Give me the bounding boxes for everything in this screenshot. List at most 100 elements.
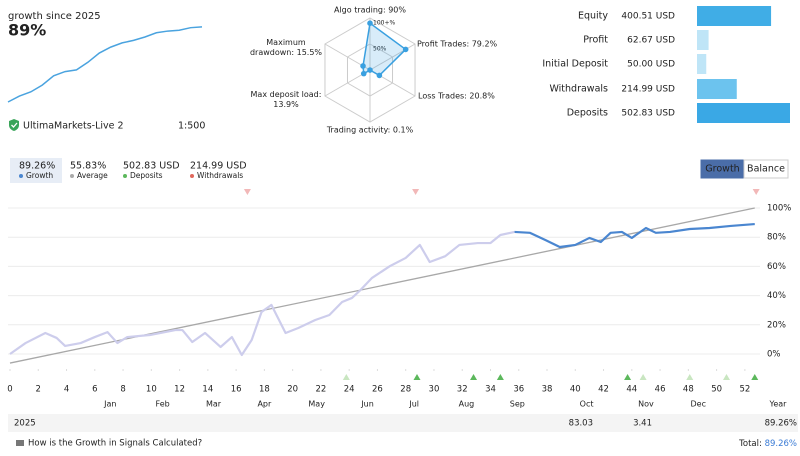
bar — [697, 103, 790, 123]
x-tick-label: 2 — [36, 385, 41, 395]
x-tick-label: 30 — [429, 385, 440, 395]
month-label: Feb — [156, 400, 170, 409]
help-link[interactable]: How is the Growth in Signals Calculated? — [28, 439, 202, 449]
x-tick-label: 42 — [598, 385, 609, 395]
month-label: May — [308, 400, 325, 409]
y-tick-label: 0% — [767, 350, 781, 360]
radar-label: Profit Trades: 79.2% — [417, 40, 498, 49]
bar-value: 502.83 USD — [621, 109, 675, 119]
stat-value: 89.26% — [19, 161, 55, 172]
deposit-marker — [342, 374, 350, 380]
x-tick-label: 34 — [485, 385, 496, 395]
stat-dot — [70, 174, 74, 178]
x-tick-label: 26 — [372, 385, 383, 395]
stat-label: Deposits — [130, 171, 163, 180]
x-tick-label: 48 — [683, 385, 694, 395]
stat-dot — [190, 174, 194, 178]
bar-label: Equity — [578, 11, 608, 22]
table-cell: 2025 — [14, 419, 36, 429]
stat-label: Withdrawals — [197, 171, 243, 180]
x-tick-label: 44 — [626, 385, 637, 395]
bar — [697, 54, 707, 74]
x-tick-label: 28 — [400, 385, 411, 395]
leverage: 1:500 — [178, 121, 205, 132]
y-tick-label: 40% — [767, 291, 786, 301]
x-tick-label: 18 — [259, 385, 270, 395]
info-icon — [16, 440, 24, 446]
y-tick-label: 60% — [767, 262, 786, 272]
total: Total: 89.26% — [738, 439, 797, 449]
tab-label[interactable]: Growth — [705, 164, 739, 175]
withdrawal-marker — [412, 189, 420, 195]
month-label: Jun — [360, 400, 374, 409]
bar-label: Withdrawals — [549, 84, 608, 95]
withdrawal-marker — [752, 189, 760, 195]
tab-label[interactable]: Balance — [747, 164, 785, 175]
bar — [697, 6, 772, 26]
verified-check — [11, 122, 18, 128]
radar-label: Trading activity: 0.1% — [326, 126, 414, 135]
month-label: Dec — [690, 400, 705, 409]
deposit-marker — [751, 374, 759, 380]
x-tick-label: 0 — [7, 385, 12, 395]
x-tick-label: 32 — [457, 385, 468, 395]
growth-line — [514, 222, 755, 249]
x-tick-label: 46 — [655, 385, 666, 395]
stat-value: 214.99 USD — [190, 161, 247, 172]
x-tick-label: 6 — [92, 385, 97, 395]
x-tick-label: 14 — [202, 385, 213, 395]
withdrawal-marker — [243, 189, 251, 195]
table-cell: 89.26% — [765, 419, 797, 429]
bar-value: 62.67 USD — [627, 36, 675, 46]
x-tick-label: 12 — [174, 385, 185, 395]
radar-label: Loss Trades: 20.8% — [418, 92, 495, 101]
month-label: Apr — [257, 400, 272, 409]
stat-value: 55.83% — [70, 161, 106, 172]
y-tick-label: 20% — [767, 320, 786, 330]
bar-label: Deposits — [567, 108, 608, 119]
month-label: Jan — [103, 400, 116, 409]
stat-selected-bg — [10, 158, 62, 183]
stat-value: 502.83 USD — [123, 161, 180, 172]
x-tick-label: 36 — [513, 385, 524, 395]
x-axis-label: Year — [769, 400, 788, 409]
month-label: Sep — [510, 400, 525, 409]
x-tick-label: 4 — [64, 385, 69, 395]
radar-point — [367, 67, 373, 73]
table-cell: 83.03 — [569, 419, 593, 429]
growth-value: 89% — [8, 21, 46, 40]
radar-point — [360, 63, 366, 69]
x-tick-label: 22 — [315, 385, 326, 395]
radar-tick-label: 50% — [373, 46, 387, 53]
radar-label: Algo trading: 90% — [334, 6, 406, 15]
x-tick-label: 38 — [542, 385, 553, 395]
tab-button[interactable] — [743, 159, 789, 179]
deposit-marker — [496, 374, 504, 380]
radar-label: Max deposit load: 13.9% — [250, 90, 322, 109]
table-cell: 3.41 — [633, 419, 652, 429]
bar-label: Profit — [583, 35, 608, 46]
month-label: Mar — [206, 400, 222, 409]
deposit-marker — [413, 374, 421, 380]
deposit-marker — [639, 374, 647, 380]
stat-dot — [19, 174, 23, 178]
deposit-marker — [686, 374, 694, 380]
account-name: UltimaMarkets-Live 2 — [23, 121, 124, 132]
month-label: Oct — [580, 400, 594, 409]
radar-point — [360, 70, 367, 77]
bar-value: 50.00 USD — [627, 60, 675, 70]
bar-label: Initial Deposit — [542, 59, 608, 70]
radar-label: Maximum drawdown: 15.5% — [249, 38, 323, 57]
x-tick-label: 8 — [120, 385, 125, 395]
growth-line — [9, 230, 515, 357]
y-tick-label: 100% — [767, 204, 791, 214]
deposit-marker — [624, 374, 632, 380]
radar-tick-label: 100+% — [373, 20, 395, 27]
x-tick-label: 50 — [711, 385, 722, 395]
bar — [697, 79, 737, 99]
x-tick-label: 10 — [146, 385, 157, 395]
bar-value: 400.51 USD — [621, 12, 675, 22]
x-tick-label: 52 — [739, 385, 750, 395]
deposit-marker — [722, 374, 730, 380]
total-label: Total: — [738, 439, 762, 449]
